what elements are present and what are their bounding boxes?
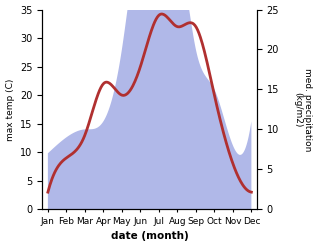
Y-axis label: med. precipitation
(kg/m2): med. precipitation (kg/m2) <box>293 68 313 151</box>
Y-axis label: max temp (C): max temp (C) <box>5 78 15 141</box>
X-axis label: date (month): date (month) <box>111 231 189 242</box>
